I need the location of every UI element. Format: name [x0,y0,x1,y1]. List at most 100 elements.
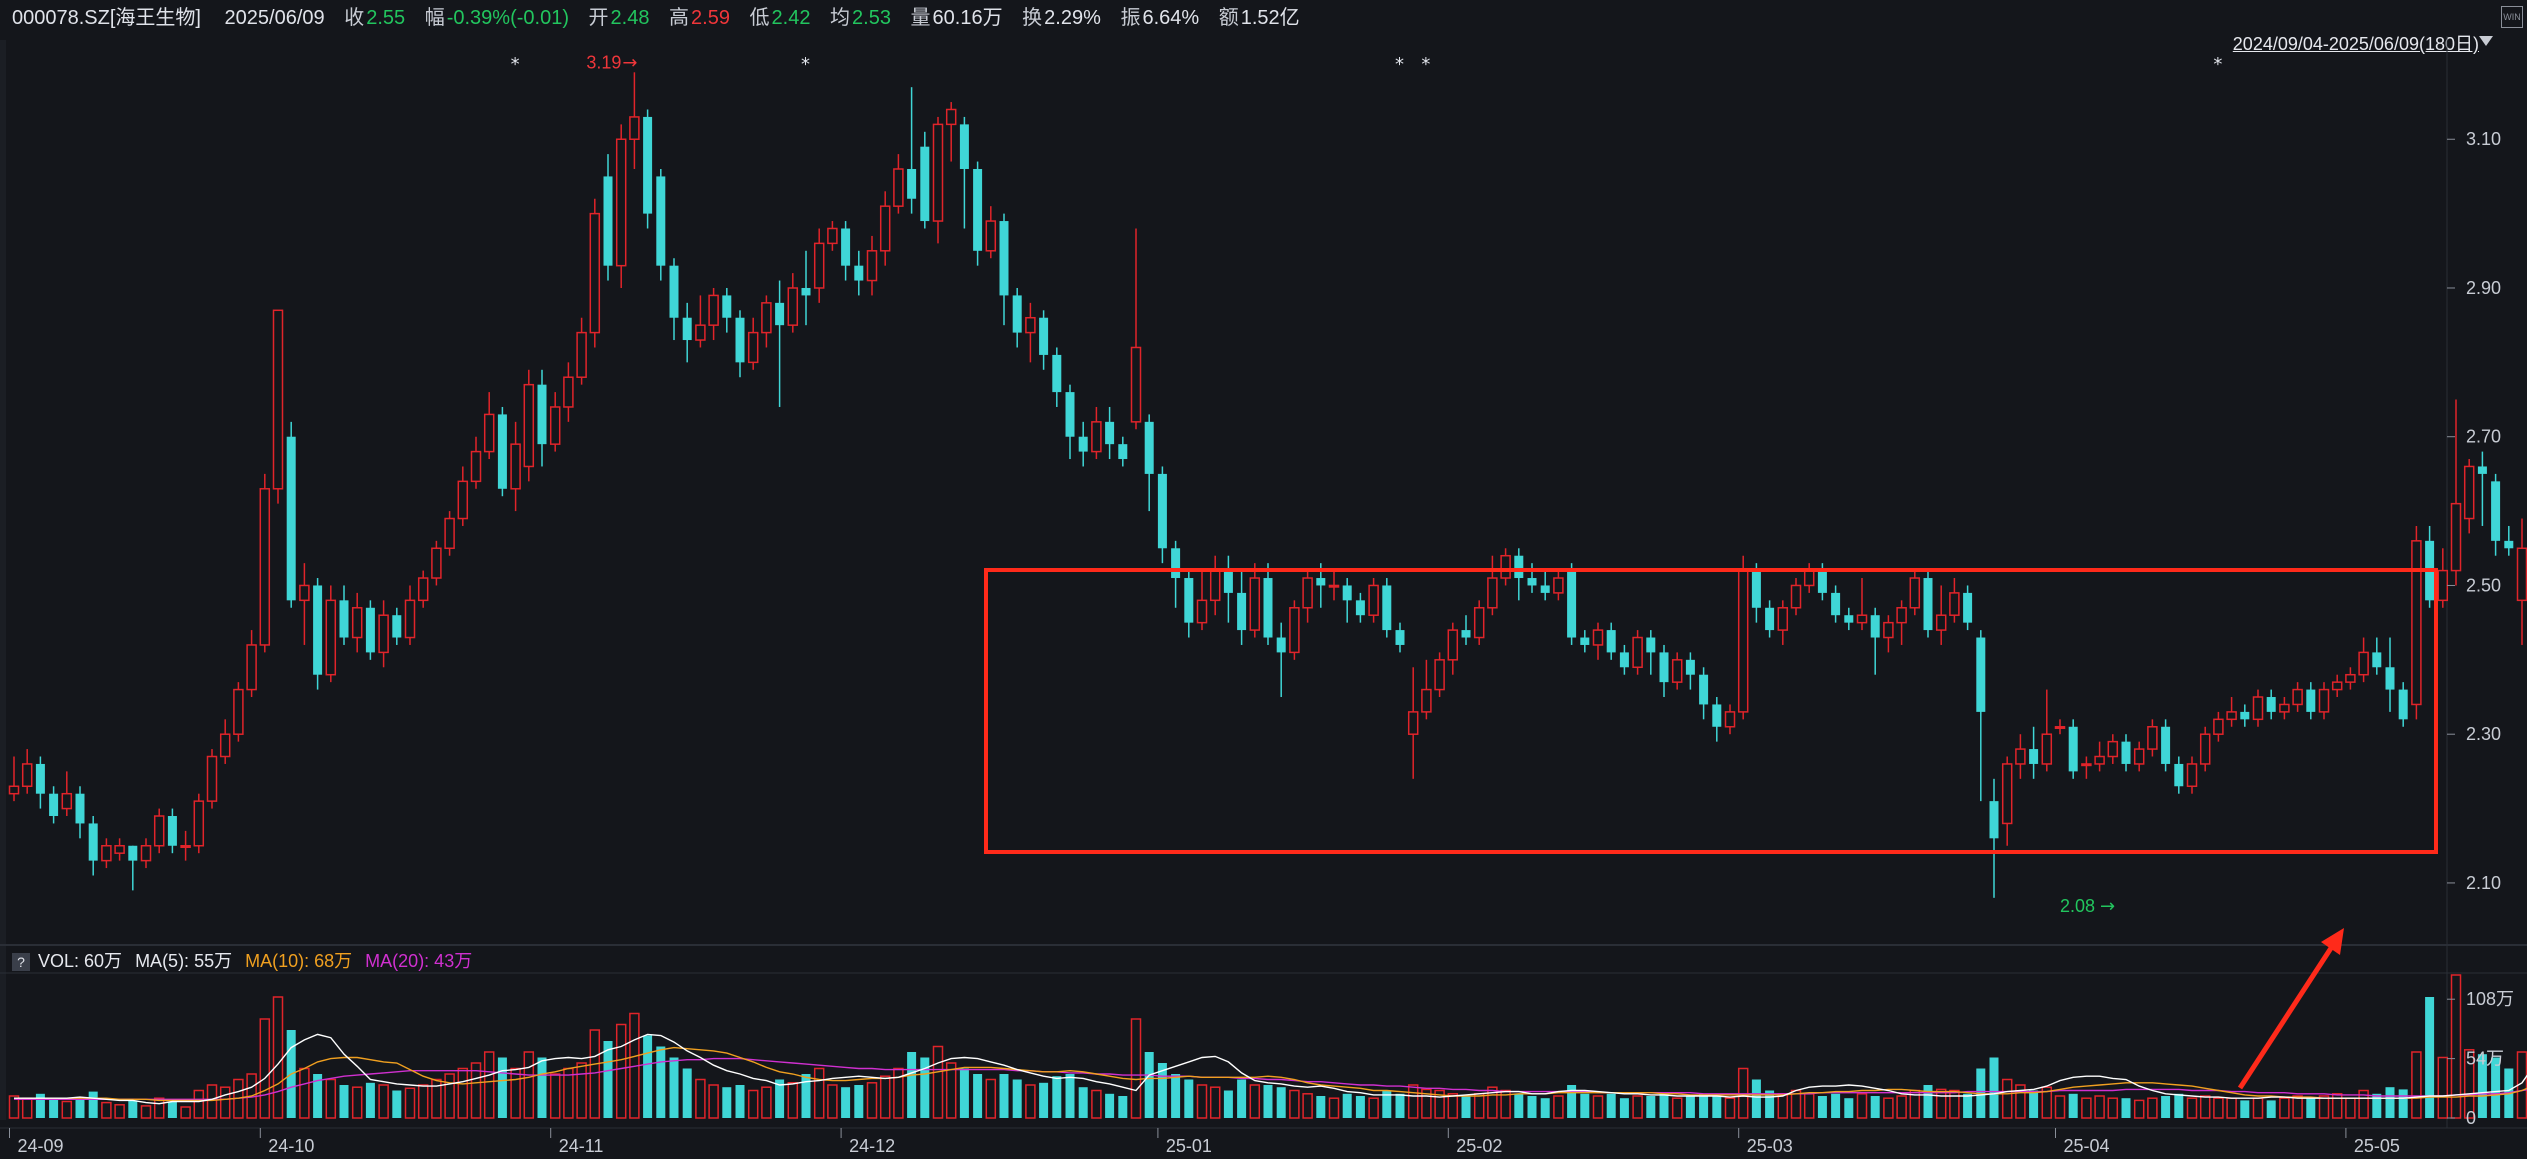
candle-body [669,265,679,318]
volume-bar [1671,1097,1683,1119]
candle-body [1302,577,1313,609]
candle-body [537,384,547,445]
volume-bar [1606,1093,1616,1118]
volume-bar [2029,1090,2039,1118]
candle-body [1223,570,1233,593]
volume-bar [879,1075,891,1119]
volume-bar [813,1067,825,1119]
amount-label: 额 [1218,7,1239,29]
volume-bar [999,1074,1009,1118]
candle-body [1395,630,1405,645]
candle-body [1434,659,1445,691]
volume-bar [1039,1082,1049,1118]
candle-body [682,317,692,341]
volume-bar [1209,1086,1221,1119]
candle-body [2068,726,2078,772]
candle-body [695,324,706,341]
volume-bar [747,1089,759,1119]
volume-bar [2015,1084,2026,1119]
candle-body [431,547,442,579]
volume-bar [932,1045,944,1119]
close-label: 收 [344,7,365,29]
candle-body [1619,652,1629,668]
volume-bar [128,1100,138,1118]
candle-body [2463,465,2475,520]
stock-code-name[interactable]: 000078.SZ[海王生物] [12,7,201,29]
candle-body [2437,569,2449,602]
left-toolbar-strip[interactable] [0,40,6,1120]
price-tick-label: 2.50 [2466,575,2501,595]
candle-body [866,250,878,282]
date-range-selector[interactable]: 2024/09/04-2025/06/09(180日) [2232,34,2479,54]
volume-bar [1580,1093,1590,1118]
volume-bar [1052,1076,1062,1118]
candle-body [2094,755,2105,765]
volume-bar [313,1074,323,1118]
volume-bar [2306,1098,2316,1118]
volume-bar [1447,1093,1459,1119]
volume-bar [1553,1095,1564,1119]
candle-body [1935,614,1947,631]
volume-bar [2477,1054,2487,1118]
window-menu-icon[interactable]: WIN [2501,6,2523,28]
volume-bar [1817,1096,1827,1118]
volume-bar [21,1097,33,1119]
candle-body [1039,317,1049,355]
candle-body [920,146,930,222]
candle-body [2041,733,2053,765]
volume-bar [1632,1095,1643,1119]
volume-bar [61,1100,73,1119]
candle-body [1751,570,1761,608]
candles [8,72,2527,898]
volume-bar [417,1084,429,1119]
volume-bar [523,1051,535,1119]
volume-bar [1421,1088,1432,1119]
candle-body [615,138,627,267]
date-tick-label: 24-12 [849,1136,895,1156]
candle-body [549,406,561,445]
event-star-icon: * [1395,54,1404,75]
candle-body [21,763,33,788]
volume-bar [1896,1095,1907,1119]
volume-bar [682,1068,692,1118]
candle-body [1803,569,1815,587]
volume-bar [2054,1095,2066,1119]
candle-body [392,615,402,638]
date-tick-label: 25-03 [1747,1136,1793,1156]
volume-bar [1949,1089,1960,1119]
candle-body [1025,316,1036,334]
high-mark-arrow: → [622,52,637,73]
candle-body [497,414,507,489]
candle-body [2240,711,2250,720]
volume-bar [1237,1079,1247,1118]
chevron-down-icon[interactable] [2479,36,2493,46]
volume-bar [1144,1052,1154,1118]
candle-body [1989,801,1999,839]
volume-tick-label: 0 [2466,1108,2476,1128]
candle-body [2186,763,2198,788]
date-tick-label: 25-02 [1456,1136,1502,1156]
help-icon[interactable]: ? [12,953,30,972]
volume-bar [1461,1096,1471,1118]
volume-bar [669,1057,679,1118]
volume-bar [8,1095,20,1119]
volume-bar [1989,1057,1999,1118]
candle-body [2306,689,2316,712]
open-label: 开 [588,7,609,29]
candle-body [1712,704,1722,727]
date-tick-label: 24-09 [18,1136,64,1156]
volume-bar [1342,1093,1352,1118]
candle-body [1909,577,1921,609]
candle-body [563,376,574,408]
volume-bar [259,1018,271,1119]
candle-body [1078,436,1088,452]
candle-body [246,644,257,691]
volume-bar [325,1078,337,1119]
volume-bar [1685,1096,1695,1118]
avg-value: 2.53 [852,7,891,29]
volume-bar [2331,1093,2343,1119]
volume-tick-label: 54万 [2466,1049,2504,1069]
candle-body [775,302,785,326]
open-value: 2.48 [610,7,650,29]
